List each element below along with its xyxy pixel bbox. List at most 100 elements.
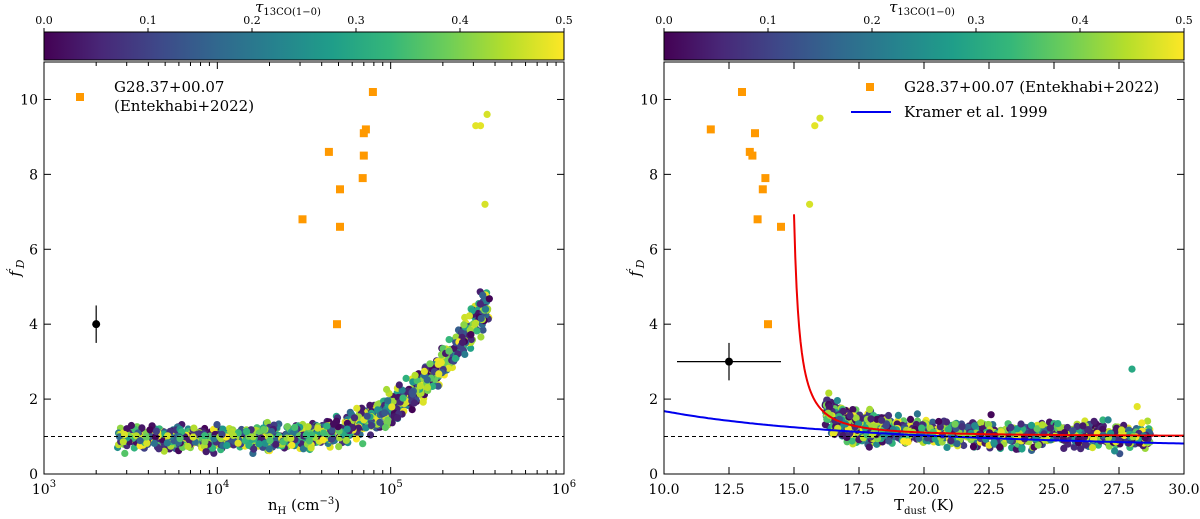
scatter-point bbox=[413, 377, 421, 385]
scatter-point bbox=[867, 415, 875, 423]
colorbar-temperature: 0.0 0.1 0.2 0.3 0.4 0.5 τ13CO(1−0) bbox=[655, 0, 1193, 61]
scatter-point bbox=[142, 433, 150, 441]
scatter-point bbox=[839, 431, 847, 439]
scatter-point bbox=[1099, 416, 1107, 424]
legend-label-line2: (Entekhabi+2022) bbox=[114, 97, 254, 115]
scatter-point bbox=[1079, 422, 1087, 430]
colorbar-density: 0.0 0.1 0.2 0.3 0.4 0.5 τ13CO(1−0) bbox=[35, 0, 573, 61]
scatter-point bbox=[882, 422, 890, 430]
scatter-point bbox=[878, 416, 886, 424]
scatter-point bbox=[419, 398, 427, 406]
scatter-point bbox=[229, 431, 237, 439]
y-axis-ticks: 0 2 4 6 8 10 bbox=[640, 92, 1184, 483]
legend-label-line1: G28.37+00.07 bbox=[114, 78, 224, 96]
scatter-point bbox=[984, 420, 992, 429]
legend-marker-reference bbox=[76, 93, 84, 101]
scatter-point bbox=[953, 440, 961, 448]
scatter-point bbox=[146, 426, 154, 434]
scatter-point bbox=[288, 441, 296, 449]
scatter-point bbox=[234, 439, 242, 447]
scatter-point bbox=[451, 354, 459, 363]
x-axis-ticks: 103 104 105 106 bbox=[32, 62, 576, 498]
x-tick-label: 30.0 bbox=[1168, 482, 1199, 498]
scatter-point bbox=[426, 360, 434, 368]
scatter-point bbox=[885, 437, 893, 445]
error-bar-example bbox=[677, 342, 781, 381]
scatter-point bbox=[343, 425, 351, 433]
x-tick-label: 106 bbox=[552, 479, 576, 498]
scatter-point bbox=[461, 350, 469, 358]
scatter-point bbox=[894, 411, 903, 419]
x-tick-label: 105 bbox=[379, 479, 403, 498]
scatter-point bbox=[123, 425, 131, 433]
error-bar-point bbox=[725, 357, 733, 366]
scatter-point bbox=[352, 435, 360, 443]
scatter-point bbox=[971, 422, 979, 430]
fit-curve bbox=[793, 214, 1184, 437]
scatter-point bbox=[865, 443, 873, 451]
reference-points-density bbox=[298, 88, 377, 329]
x-tick-label: 104 bbox=[205, 479, 229, 498]
x-tick-label: 22.5 bbox=[973, 482, 1004, 498]
colorbar-gradient-bar bbox=[663, 31, 1185, 61]
scatter-point bbox=[996, 443, 1004, 451]
scatter-point bbox=[1007, 423, 1015, 431]
reference-point bbox=[361, 125, 370, 134]
colorbar-tick-label: 0.1 bbox=[139, 14, 157, 27]
scatter-point bbox=[327, 435, 336, 443]
scatter-point bbox=[460, 321, 468, 329]
scatter-points-temperature bbox=[806, 114, 1154, 458]
scatter-point bbox=[477, 333, 485, 341]
y-tick-label: 4 bbox=[649, 317, 658, 333]
scatter-point bbox=[931, 435, 939, 443]
scatter-point bbox=[1082, 441, 1090, 449]
scatter-point bbox=[435, 370, 443, 378]
scatter-point bbox=[806, 200, 814, 208]
scatter-point bbox=[408, 406, 416, 414]
scatter-point bbox=[866, 405, 874, 413]
scatter-point bbox=[287, 434, 295, 442]
y-tick-label: 0 bbox=[649, 467, 658, 483]
reference-point bbox=[333, 320, 341, 329]
scatter-point bbox=[482, 305, 490, 313]
scatter-point bbox=[335, 443, 343, 451]
scatter-point bbox=[1118, 426, 1126, 434]
scatter-point bbox=[918, 424, 926, 432]
scatter-point bbox=[409, 390, 417, 398]
reference-point bbox=[368, 88, 377, 96]
scatter-point bbox=[150, 439, 158, 447]
scatter-point bbox=[366, 431, 375, 439]
scatter-point bbox=[445, 364, 453, 372]
x-tick-label: 20.0 bbox=[908, 482, 939, 498]
scatter-point bbox=[342, 436, 350, 444]
scatter-point bbox=[434, 382, 442, 390]
axes-frame-temperature bbox=[663, 61, 1185, 475]
scatter-point bbox=[184, 442, 192, 451]
panel-density: 0.0 0.1 0.2 0.3 0.4 0.5 τ13CO(1−0) 103 104 105 1… bbox=[4, 0, 576, 517]
scatter-point bbox=[849, 406, 857, 414]
scatter-point bbox=[477, 314, 485, 322]
scatter-point bbox=[445, 347, 453, 355]
scatter-point bbox=[402, 374, 410, 382]
scatter-point bbox=[305, 437, 313, 445]
legend-temperature: G28.37+00.07 (Entekhabi+2022) Kramer et … bbox=[851, 78, 1159, 121]
scatter-point bbox=[481, 200, 489, 208]
y-tick-label: 4 bbox=[29, 317, 38, 333]
scatter-point bbox=[383, 385, 391, 394]
x-tick-label: 17.5 bbox=[843, 482, 874, 498]
reference-point bbox=[298, 215, 307, 224]
reference-point bbox=[761, 174, 770, 183]
scatter-point bbox=[958, 423, 966, 431]
scatter-point bbox=[1046, 424, 1054, 432]
y-tick-label: 0 bbox=[29, 467, 38, 483]
scatter-point bbox=[350, 414, 359, 422]
y-tick-label: 8 bbox=[29, 167, 38, 183]
scatter-point bbox=[943, 443, 951, 451]
reference-point bbox=[764, 320, 772, 329]
legend-marker-reference bbox=[866, 83, 874, 91]
scatter-point bbox=[445, 336, 453, 344]
colorbar-tick-label: 0.4 bbox=[1071, 14, 1089, 27]
reference-point bbox=[758, 185, 767, 194]
colorbar-tick-label: 0.1 bbox=[759, 14, 777, 27]
scatter-point bbox=[947, 437, 955, 445]
